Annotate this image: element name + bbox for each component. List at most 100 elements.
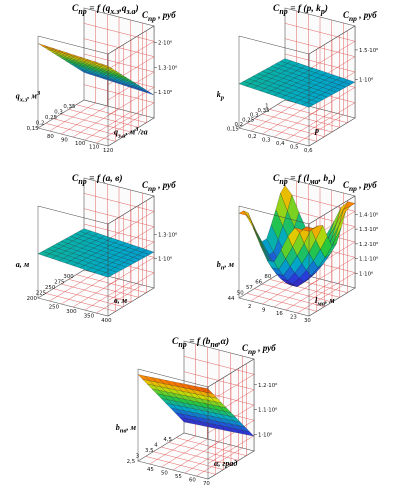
chart-title: Cпр = f (qх.з,qз.а) <box>72 4 139 16</box>
y-axis-label: a, м <box>15 259 30 269</box>
z-tick-label: 1.3·10⁶ <box>158 232 177 239</box>
z-axis-label: Cпр , руб <box>242 343 276 356</box>
x-tick-label: 300 <box>66 309 77 315</box>
z-tick-label: 1.3·10⁶ <box>359 226 378 233</box>
surface-plot: 45 50 55 60 70 2,53 3,54 4,5 1·10⁶ 1.1·10⁶ 1.2·10⁶ <box>127 340 277 487</box>
surface-cell <box>37 43 50 49</box>
x-tick-label: 80 <box>47 134 54 140</box>
y-tick-label: 200 <box>27 296 38 302</box>
x-tick-label: 250 <box>49 304 60 310</box>
x-tick-label: 0,2 <box>248 134 257 140</box>
y-tick-label: 0,35 <box>63 104 75 110</box>
x-tick-label: 50 <box>161 470 168 476</box>
x-tick-label: 55 <box>175 474 182 480</box>
box-edge <box>238 195 356 225</box>
y-tick-label: 50 <box>237 291 244 297</box>
chart-panel-3: Cпр = f (a, в) 250 300 350 400 200 225 250 275 30… <box>0 170 200 340</box>
chart-title: Cпр = f (bпв,α) <box>172 337 230 349</box>
y-tick-label: 66 <box>255 279 262 285</box>
z-tick-label: 2·10⁶ <box>158 40 172 47</box>
chart-panel-4: Cпр = f (lма, bп) 2 9 16 23 30 44 50 57 66 80 1·10⁶… <box>201 170 401 340</box>
x-tick-label: 45 <box>147 467 154 473</box>
chart-title: Cпр = f (p, kp) <box>273 4 328 16</box>
x-axis-label: в, м <box>114 296 128 305</box>
x-axis-label: qз.а, м3/га <box>114 126 148 140</box>
y-tick-label: 300 <box>63 274 74 280</box>
y-tick-label: 44 <box>228 296 235 302</box>
z-tick-label: 1.4·10⁶ <box>359 211 378 218</box>
z-tick-label: 1.5·10⁶ <box>359 47 378 54</box>
x-tick-label: 16 <box>276 311 283 317</box>
surface-mesh <box>37 43 155 96</box>
x-tick-label: 350 <box>84 313 95 319</box>
y-tick-label: 4 <box>154 442 158 448</box>
y-tick-label: 1 <box>265 103 268 109</box>
z-tick-label: 1·10⁶ <box>359 76 373 83</box>
z-tick-label: 1·10⁶ <box>158 89 172 96</box>
y-tick-label: 0,3 <box>54 109 63 115</box>
surface-plot: 0,20,30,40,50,60,150,20,250,30,3511·10⁶1… <box>227 7 378 154</box>
z-axis-label: Cпр , руб <box>142 10 176 23</box>
y-axis-label: qх.з, м3 <box>15 89 41 103</box>
y-tick-label: 0,25 <box>242 117 254 123</box>
x-tick-label: 2 <box>248 304 251 310</box>
y-tick-label: 4,5 <box>163 437 172 443</box>
surface-mesh <box>37 228 155 278</box>
surface-cell <box>100 63 113 70</box>
z-axis-label: Cпр , руб <box>343 180 377 193</box>
z-tick-label: 1.1·10⁶ <box>258 407 277 414</box>
y-tick-label: 3 <box>136 454 139 460</box>
y-tick-label: 0,25 <box>45 115 57 121</box>
y-tick-label: 3,5 <box>145 448 154 454</box>
y-tick-label: 0,15 <box>227 127 239 133</box>
chart-title: Cпр = f (lма, bп) <box>273 174 336 186</box>
y-tick-label: 2,5 <box>127 459 136 465</box>
z-axis-label: Cпр , руб <box>142 180 176 193</box>
y-tick-label: 57 <box>246 285 253 291</box>
x-tick-label: 90 <box>61 137 68 143</box>
chart-panel-1: Cпр = f (qх.з,qз.а) 80 90 100 110 120 0,15 0,2 0… <box>0 0 200 170</box>
x-tick-label: 0,4 <box>276 141 285 147</box>
x-tick-label: 60 <box>189 478 196 484</box>
z-tick-label: 1·10⁶ <box>158 256 172 263</box>
z-tick-label: 1.2·10⁶ <box>359 241 378 248</box>
z-tick-label: 1.3·10⁶ <box>158 64 177 71</box>
x-tick-label: 400 <box>101 318 112 324</box>
box-edge <box>137 358 255 388</box>
y-tick-label: 0,2 <box>235 122 244 128</box>
chart-panel-5: Cпр = f (bпв,α) 45 50 55 60 70 2,5 3 3,5 4 4,5 1·10… <box>100 333 300 499</box>
y-axis-label: bп, м <box>216 259 234 272</box>
z-tick-label: 1·10⁶ <box>359 270 373 277</box>
x-tick-label: 23 <box>290 315 297 321</box>
x-tick-label: 9 <box>262 307 266 313</box>
z-tick-label: 1.1·10⁶ <box>359 256 378 263</box>
y-tick-label: 80 <box>264 274 271 280</box>
z-tick-label: 1.2·10⁶ <box>258 382 277 389</box>
surface-mesh <box>137 374 255 437</box>
x-tick-label: 0,3 <box>262 137 271 143</box>
y-tick-label: 0,3 <box>250 113 259 119</box>
box-edge <box>37 25 155 55</box>
x-tick-label: 0,5 <box>290 145 299 151</box>
y-tick-label: 275 <box>54 279 64 285</box>
y-tick-label: 0,2 <box>36 121 45 127</box>
surface-cell <box>200 387 214 394</box>
y-tick-label: 250 <box>45 285 56 291</box>
surface-cell <box>301 226 315 232</box>
x-tick-label: 70 <box>203 481 210 487</box>
x-tick-label: 110 <box>89 145 100 151</box>
chart-title: Cпр = f (a, в) <box>72 174 123 186</box>
y-tick-label: 0,15 <box>27 126 39 132</box>
y-axis-label: bпв, м <box>115 422 136 435</box>
x-tick-label: 30 <box>304 318 311 324</box>
chart-panel-2: Cпр = f (p, kp) 0,2 0,3 0,4 0,5 0,6 0,15 0,2 0,2… <box>201 0 401 170</box>
z-tick-label: 1·10⁶ <box>258 431 272 438</box>
box-edge <box>238 25 356 55</box>
z-axis-label: Cпр , руб <box>343 10 377 23</box>
x-axis-label: p <box>315 126 319 135</box>
surface-cell <box>301 102 315 108</box>
box-edge <box>37 195 155 225</box>
